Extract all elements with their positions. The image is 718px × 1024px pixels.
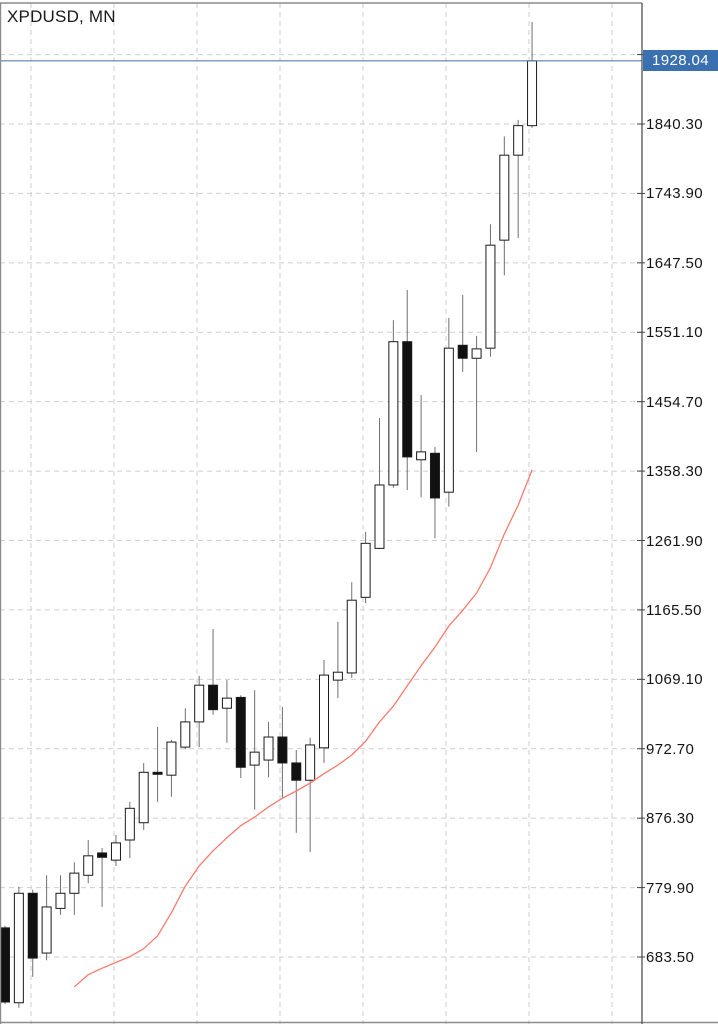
candle-body-up xyxy=(346,599,357,674)
moving-average-line xyxy=(73,469,533,988)
candle-body-up xyxy=(138,771,149,824)
candle-body-up xyxy=(443,347,454,493)
candle-body-up xyxy=(332,671,343,681)
price-tick-label: 1261.90 xyxy=(646,532,704,550)
candle-body-down xyxy=(429,452,440,499)
candle-body-up xyxy=(388,341,399,486)
candle-body-down xyxy=(235,696,246,768)
candle-body-up xyxy=(13,892,24,1004)
candle-body-up xyxy=(83,855,94,876)
candle-body-up xyxy=(471,348,482,359)
candle-body-up xyxy=(485,244,496,349)
current-price-badge: 1928.04 xyxy=(643,50,718,72)
price-tick-label: 1358.30 xyxy=(646,463,704,481)
candle-body-down xyxy=(402,341,413,458)
ma-polyline xyxy=(73,469,533,988)
price-tick-label: 972.70 xyxy=(646,740,695,758)
grid-lines xyxy=(0,3,642,1024)
candle-body-up xyxy=(110,842,121,861)
candle-body-up xyxy=(221,697,232,709)
candle-body-down xyxy=(208,684,219,711)
candle-body-up xyxy=(166,741,177,776)
candle-body-up xyxy=(180,721,191,748)
price-axis[interactable]: 1936.701840.301743.901647.501551.101454.… xyxy=(643,0,718,1024)
symbol-timeframe-label: XPDUSD, MN xyxy=(7,7,116,26)
candle-body-up xyxy=(55,892,66,909)
price-tick-label: 1647.50 xyxy=(646,254,704,272)
candle-body-up xyxy=(319,674,330,749)
candle-body-up xyxy=(249,751,260,766)
candle-body-down xyxy=(97,852,108,858)
price-tick-label: 683.50 xyxy=(646,949,695,966)
price-tick-label: 1069.10 xyxy=(646,671,704,689)
candle-body-up xyxy=(527,60,538,127)
candle-body-up xyxy=(513,125,524,156)
candle-body-up xyxy=(305,744,316,781)
candle-body-up xyxy=(263,736,274,761)
candle-body-up xyxy=(124,807,135,841)
candle-body-down xyxy=(27,892,38,959)
candle-body-down xyxy=(152,771,163,775)
candle-body-up xyxy=(69,872,80,894)
candle-body-down xyxy=(277,736,288,764)
candles xyxy=(0,21,538,1008)
candle-body-up xyxy=(194,684,205,723)
candle-body-up xyxy=(41,906,52,954)
price-tick-label: 1551.10 xyxy=(646,324,704,342)
price-tick-label: 1840.30 xyxy=(646,115,704,133)
price-tick-label: 1454.70 xyxy=(646,393,704,411)
price-tick-label: 779.90 xyxy=(646,879,695,897)
candle-body-down xyxy=(291,762,302,781)
candle-body-up xyxy=(360,542,371,598)
price-tick-label: 876.30 xyxy=(646,810,695,828)
candle-body-up xyxy=(499,154,510,241)
candle-body-down xyxy=(457,344,468,359)
candle-body-down xyxy=(0,927,10,1003)
price-tick-label: 1165.50 xyxy=(646,601,702,619)
price-tick-label: 1743.90 xyxy=(646,185,704,203)
candle-body-up xyxy=(416,451,427,461)
candle-body-up xyxy=(374,484,385,549)
